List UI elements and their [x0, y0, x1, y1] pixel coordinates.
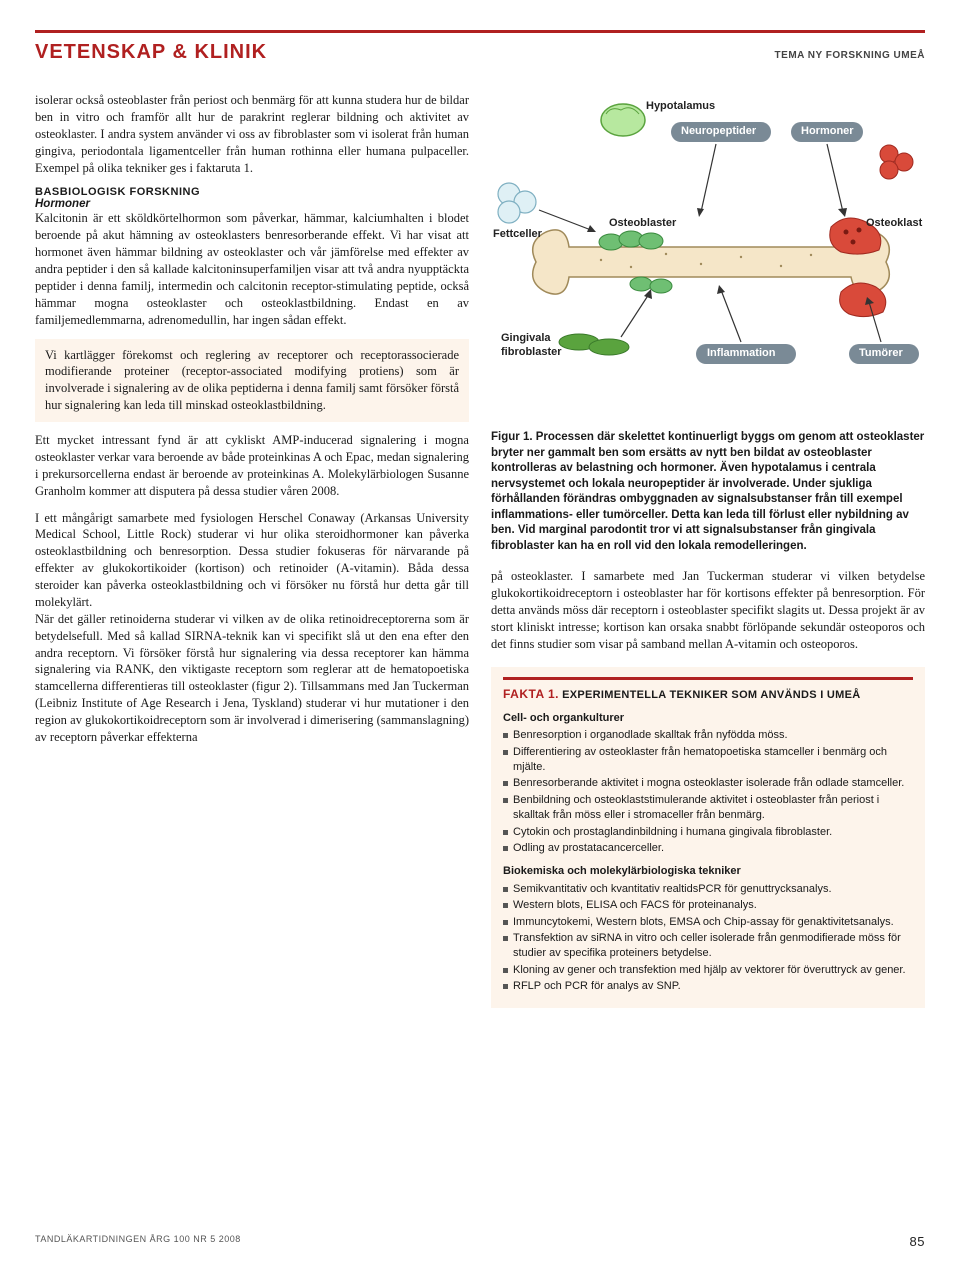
- bone-diagram: Hypotalamus Neuropeptider Hormoner Fettc…: [491, 92, 925, 422]
- content-columns: isolerar också osteoblaster från periost…: [35, 92, 925, 1008]
- label-fettceller: Fettceller: [493, 228, 542, 240]
- section-title: VETENSKAP & KLINIK: [35, 41, 267, 64]
- fakta-item: Benresorption i organodlade skalltak frå…: [503, 728, 913, 743]
- para-5: När det gäller retinoiderna studerar vi …: [35, 611, 469, 746]
- page-footer: TANDLÄKARTIDNINGEN ÅRG 100 NR 5 2008 85: [35, 1234, 925, 1249]
- subhead-hormoner: Hormoner: [35, 198, 469, 210]
- para-2: Kalcitonin är ett sköldkörtelhormon som …: [35, 210, 469, 328]
- left-column: isolerar också osteoblaster från periost…: [35, 92, 469, 1008]
- page-header: VETENSKAP & KLINIK TEMA NY FORSKNING UME…: [35, 41, 925, 64]
- fakta-group2-head: Biokemiska och molekylärbiologiska tekni…: [503, 864, 913, 879]
- fakta-item: RFLP och PCR för analys av SNP.: [503, 979, 913, 994]
- caption-text: Figur 1. Processen där skelettet kontinu…: [491, 431, 924, 552]
- right-column: Hypotalamus Neuropeptider Hormoner Fettc…: [491, 92, 925, 1008]
- label-osteoklast: Osteoklast: [866, 217, 922, 229]
- label-fibroblaster: fibroblaster: [501, 346, 562, 358]
- page-number: 85: [910, 1234, 925, 1249]
- fakta-item: Odling av prostatacancerceller.: [503, 841, 913, 856]
- theme-label: TEMA NY FORSKNING UMEÅ: [775, 50, 925, 61]
- fakta-item: Transfektion av siRNA in vitro och celle…: [503, 931, 913, 962]
- figure-caption: Figur 1. Processen där skelettet kontinu…: [491, 430, 925, 554]
- fakta-list-2: Semikvantitativ och kvantitativ realtids…: [503, 882, 913, 995]
- label-osteoblaster: Osteoblaster: [609, 217, 676, 229]
- fakta-item: Immuncytokemi, Western blots, EMSA och C…: [503, 915, 913, 930]
- para-1: isolerar också osteoblaster från periost…: [35, 92, 469, 176]
- label-tumorer: Tumörer: [859, 347, 903, 359]
- fakta-item: Semikvantitativ och kvantitativ realtids…: [503, 882, 913, 897]
- fakta-item: Western blots, ELISA och FACS för protei…: [503, 898, 913, 913]
- fakta-item: Differentiering av osteoklaster från hem…: [503, 745, 913, 776]
- para-3: Ett mycket intressant fynd är att cyklis…: [35, 432, 469, 500]
- para-4: I ett mångårigt samarbete med fysiologen…: [35, 510, 469, 611]
- fakta-item: Benresorberande aktivitet i mogna osteok…: [503, 776, 913, 791]
- fakta-head: FAKTA 1. EXPERIMENTELLA TEKNIKER SOM ANV…: [503, 677, 913, 703]
- fakta-item: Cytokin och prostaglandinbildning i huma…: [503, 825, 913, 840]
- top-rule: [35, 30, 925, 33]
- label-hormoner: Hormoner: [801, 125, 854, 137]
- label-hypotalamus: Hypotalamus: [646, 100, 715, 112]
- footer-left: TANDLÄKARTIDNINGEN ÅRG 100 NR 5 2008: [35, 1234, 241, 1249]
- fakta-group1-head: Cell- och organkulturer: [503, 711, 913, 726]
- right-body-para: på osteoklaster. I samarbete med Jan Tuc…: [491, 568, 925, 652]
- fakta-item: Kloning av gener och transfektion med hj…: [503, 963, 913, 978]
- subhead-basbiologisk: BASBIOLOGISK FORSKNING: [35, 186, 469, 198]
- fakta-item: Benbildning och osteoklaststimulerande a…: [503, 793, 913, 824]
- fakta-box: FAKTA 1. EXPERIMENTELLA TEKNIKER SOM ANV…: [491, 667, 925, 1008]
- label-neuropeptider: Neuropeptider: [681, 125, 756, 137]
- fakta-subtitle: EXPERIMENTELLA TEKNIKER SOM ANVÄNDS I UM…: [562, 689, 860, 701]
- fakta-title: FAKTA 1.: [503, 687, 559, 701]
- fakta-list-1: Benresorption i organodlade skalltak frå…: [503, 728, 913, 856]
- label-inflammation: Inflammation: [707, 347, 775, 359]
- highlight-box: Vi kartlägger förekomst och reglering av…: [35, 339, 469, 423]
- label-gingivala: Gingivala: [501, 332, 551, 344]
